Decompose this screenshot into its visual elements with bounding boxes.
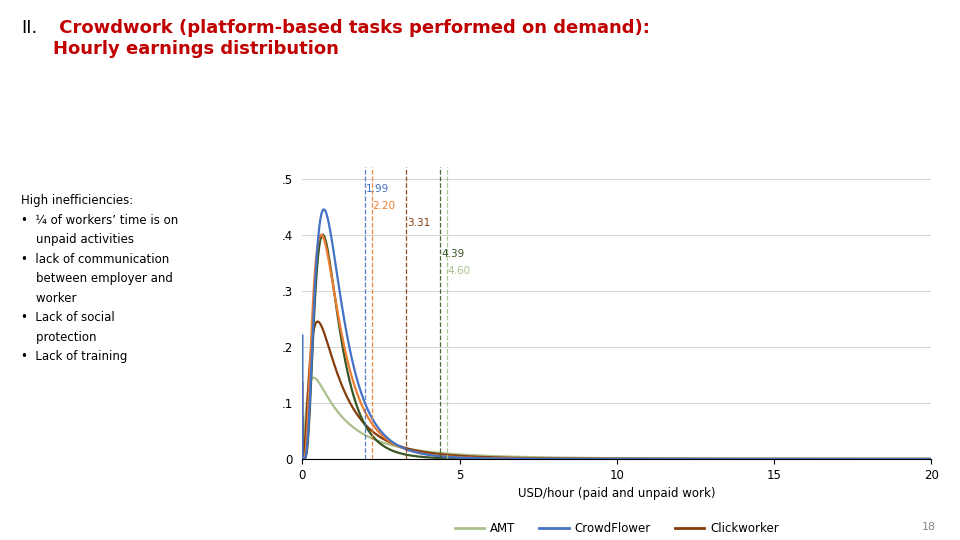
Text: II.: II. xyxy=(21,19,37,37)
X-axis label: USD/hour (paid and unpaid work): USD/hour (paid and unpaid work) xyxy=(518,487,715,500)
Text: High inefficiencies:
•  ¼ of workers’ time is on
    unpaid activities
•  lack o: High inefficiencies: • ¼ of workers’ tim… xyxy=(21,194,179,363)
Text: 2.20: 2.20 xyxy=(372,201,396,211)
Text: Crowdwork (platform-based tasks performed on demand):
Hourly earnings distributi: Crowdwork (platform-based tasks performe… xyxy=(53,19,650,58)
Text: 4.60: 4.60 xyxy=(447,266,470,275)
Text: 18: 18 xyxy=(922,522,936,532)
Text: 1.99: 1.99 xyxy=(366,184,389,194)
Text: 3.31: 3.31 xyxy=(407,218,431,228)
Text: 4.39: 4.39 xyxy=(442,249,465,259)
